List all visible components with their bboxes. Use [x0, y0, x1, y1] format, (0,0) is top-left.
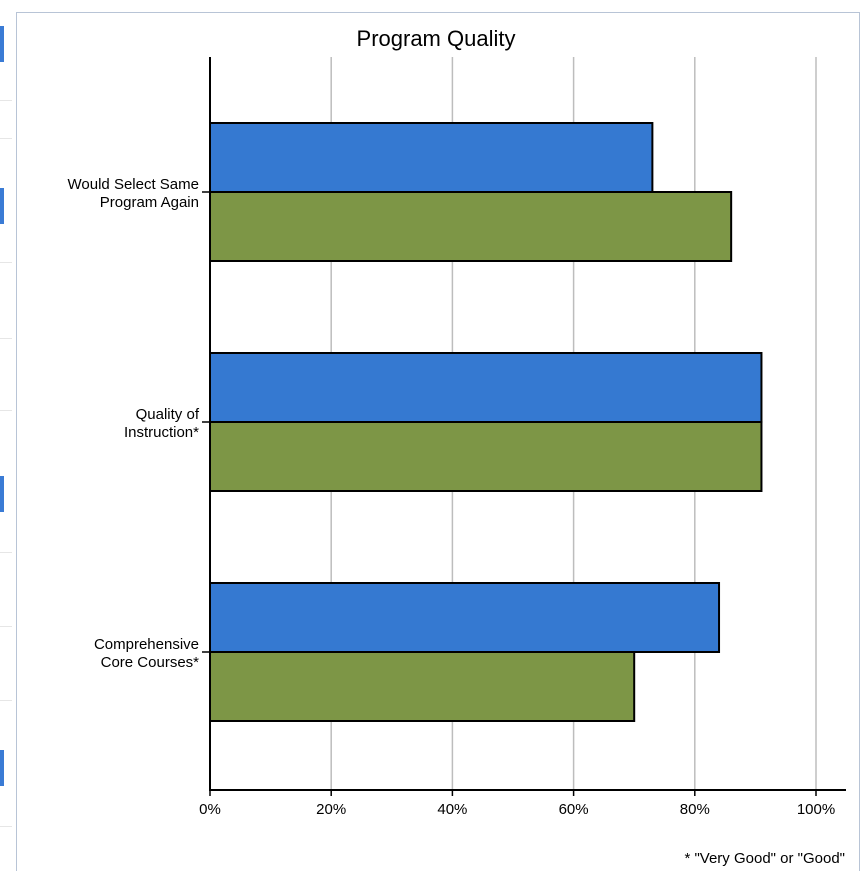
bar [209, 352, 763, 423]
chart-panel [16, 12, 860, 871]
strip-marker [0, 188, 4, 224]
category-label: Quality of Instruction* [124, 406, 200, 441]
strip-divider [0, 700, 12, 701]
x-tick-label: 80% [680, 801, 710, 818]
strip-divider [0, 626, 12, 627]
chart-title: Program Quality [357, 26, 516, 51]
strip-marker [0, 476, 4, 512]
x-tick-label: 0% [199, 801, 221, 818]
strip-divider [0, 826, 12, 827]
footnote: * "Very Good" or "Good" [684, 850, 845, 867]
strip-marker [0, 26, 4, 62]
strip-divider [0, 262, 12, 263]
strip-divider [0, 100, 12, 101]
strip-marker [0, 750, 4, 786]
category-label: Comprehensive Core Courses* [94, 636, 199, 671]
strip-divider [0, 552, 12, 553]
x-tick-label: 60% [559, 801, 589, 818]
left-strip [0, 0, 12, 871]
category-labels: Would Select Same Program Again Quality of… [68, 176, 210, 671]
x-ticks: 0% 20% 40% 60% 80% 100% [199, 790, 835, 818]
strip-divider [0, 338, 12, 339]
bars [209, 122, 763, 722]
x-tick-label: 100% [797, 801, 835, 818]
category-label: Would Select Same Program Again [68, 176, 199, 211]
bar [209, 191, 733, 262]
bar [209, 582, 721, 653]
bar [209, 651, 636, 722]
strip-divider [0, 138, 12, 139]
x-tick-label: 40% [437, 801, 467, 818]
axes [209, 57, 846, 791]
x-tick-label: 20% [316, 801, 346, 818]
bar [209, 122, 654, 193]
bar [209, 421, 763, 492]
strip-divider [0, 410, 12, 411]
